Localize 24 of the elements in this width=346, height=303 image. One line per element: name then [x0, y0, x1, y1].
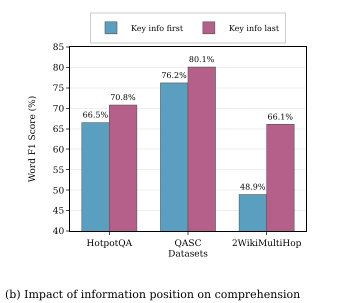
y-axis-title: Word F1 Score (%): [28, 96, 38, 182]
y-tick-label: 40: [52, 227, 64, 238]
legend-label: Key info last: [228, 24, 280, 33]
y-tick-label: 70: [52, 104, 64, 114]
x-tick-label: QASC: [174, 238, 202, 249]
data-label: 48.9%: [240, 182, 266, 192]
data-label: 76.2%: [161, 70, 188, 80]
y-tick-label: 50: [52, 186, 64, 196]
data-label: 66.5%: [82, 110, 108, 120]
x-axis-title: Datasets: [168, 250, 208, 260]
y-tick-label: 60: [52, 145, 64, 156]
y-tick-label: 65: [52, 124, 64, 135]
y-tick-label: 80: [52, 64, 64, 74]
y-tick-label: 45: [52, 206, 64, 217]
y-tick-label: 85: [52, 43, 64, 54]
data-label: 80.1%: [188, 55, 215, 64]
x-tick-label: HotpotQA: [86, 238, 133, 249]
data-label: 70.8%: [110, 93, 136, 102]
y-tick-label: 55: [52, 166, 64, 176]
y-tick-label: 75: [52, 84, 64, 94]
x-tick-label: 2WikiMultiHop: [232, 238, 302, 249]
text: (b) Impact of information position on comprehension: [5, 288, 300, 301]
data-label: 66.1%: [268, 112, 294, 122]
legend-label: Key info first: [131, 24, 184, 33]
